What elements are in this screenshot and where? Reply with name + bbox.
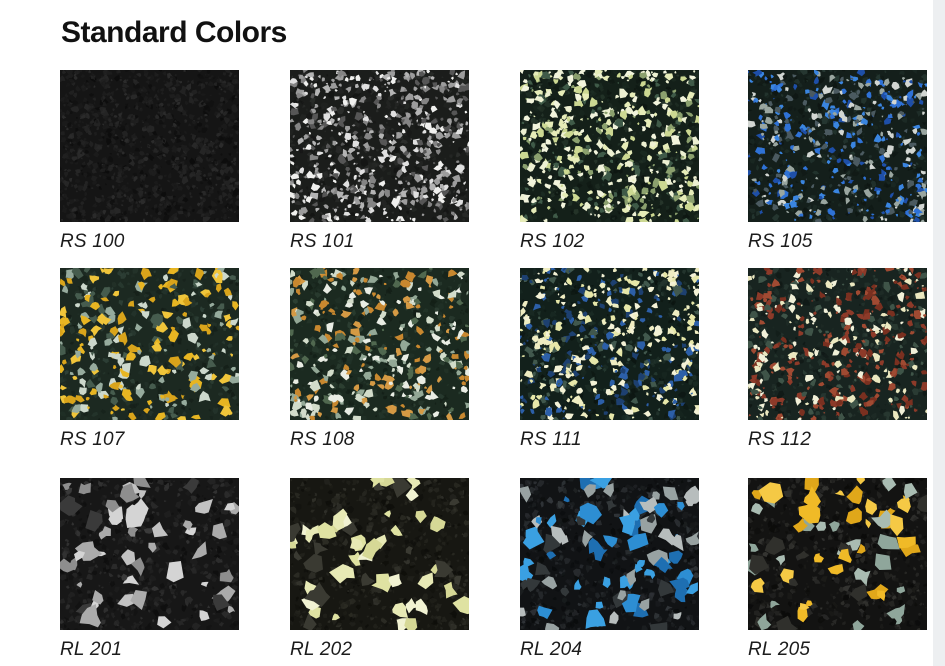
color-swatch-image (60, 70, 239, 222)
swatch-cell-rs101: RS 101 (290, 70, 469, 253)
color-swatch-image (290, 70, 469, 222)
swatch-label: RS 105 (748, 231, 813, 252)
page-edge-strip (933, 0, 945, 666)
swatch-label: RS 112 (748, 429, 812, 450)
color-swatch-image (290, 268, 469, 420)
swatch-label: RL 204 (520, 639, 583, 660)
page-title: Standard Colors (61, 16, 287, 49)
swatch-cell-rs112: RS 112 (748, 268, 927, 451)
swatch-cell-rs111: RS 111 (520, 268, 699, 451)
swatch-cell-rs105: RS 105 (748, 70, 927, 253)
color-swatch-image (748, 268, 927, 420)
color-swatch-image (290, 478, 469, 630)
swatch-cell-rs100: RS 100 (60, 70, 239, 253)
swatch-cell-rl204: RL 204 (520, 478, 699, 661)
swatch-label: RS 108 (290, 429, 355, 450)
swatch-cell-rl202: RL 202 (290, 478, 469, 661)
color-swatch-image (520, 70, 699, 222)
color-swatch-image (60, 268, 239, 420)
swatch-label: RS 102 (520, 231, 585, 252)
color-swatch-image (60, 478, 239, 630)
swatch-label: RS 111 (520, 429, 582, 450)
color-swatch-image (748, 478, 927, 630)
swatch-cell-rs102: RS 102 (520, 70, 699, 253)
swatch-label: RS 107 (60, 429, 125, 450)
swatch-label: RS 101 (290, 231, 355, 252)
swatch-cell-rl205: RL 205 (748, 478, 927, 661)
swatch-cell-rs107: RS 107 (60, 268, 239, 451)
swatch-label: RL 202 (290, 639, 353, 660)
swatch-label: RL 205 (748, 639, 811, 660)
swatch-cell-rs108: RS 108 (290, 268, 469, 451)
swatch-label: RL 201 (60, 639, 123, 660)
swatch-label: RS 100 (60, 231, 125, 252)
color-swatch-image (520, 268, 699, 420)
swatch-cell-rl201: RL 201 (60, 478, 239, 661)
color-swatch-image (520, 478, 699, 630)
color-swatch-image (748, 70, 927, 222)
